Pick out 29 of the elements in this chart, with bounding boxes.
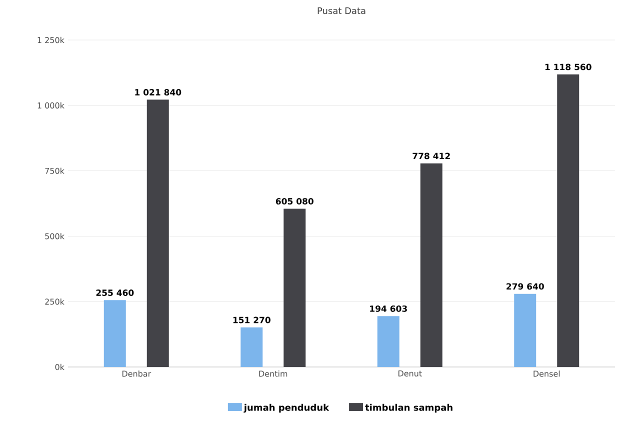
data-label: 1 021 840 xyxy=(135,89,182,96)
bar xyxy=(104,300,126,367)
x-tick-label: Denbar xyxy=(122,370,152,377)
x-tick-label: Dentim xyxy=(259,370,288,377)
bar xyxy=(557,74,580,367)
x-tick-label: Denut xyxy=(398,370,422,376)
data-label: 255 460 xyxy=(96,290,134,296)
legend-label: jumah penduduk xyxy=(244,404,330,413)
y-tick-label: 0k xyxy=(55,364,64,370)
y-tick-label: 1 000k xyxy=(38,102,64,108)
data-label: 279 640 xyxy=(506,283,544,290)
data-label: 778 412 xyxy=(412,152,450,160)
bar xyxy=(514,294,536,367)
y-tick-label: 1 250k xyxy=(38,36,64,44)
x-tick-label: Densel xyxy=(534,370,560,377)
legend-label: timbulan sampah xyxy=(365,404,452,413)
data-label: 194 603 xyxy=(370,305,407,312)
data-label: 151 270 xyxy=(233,316,270,324)
bar xyxy=(146,100,169,367)
chart-title: Pusat Data xyxy=(318,7,366,14)
y-tick-label: 500k xyxy=(45,233,64,240)
data-label: 1 118 560 xyxy=(545,64,592,70)
y-tick-label: 750k xyxy=(45,168,64,174)
bar xyxy=(284,208,306,367)
y-tick-label: 250k xyxy=(45,298,64,305)
bar xyxy=(420,163,442,367)
bar xyxy=(240,327,263,367)
data-label: 605 080 xyxy=(276,198,314,205)
bar xyxy=(377,316,400,367)
